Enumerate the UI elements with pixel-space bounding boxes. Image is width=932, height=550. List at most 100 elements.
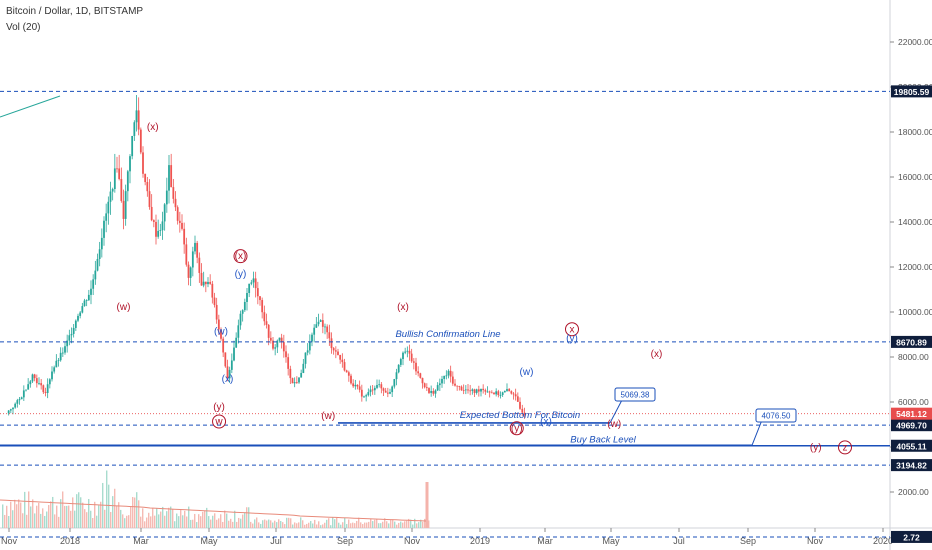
candle-body	[462, 390, 465, 392]
volume-bar	[64, 505, 66, 528]
volume-bar	[220, 514, 222, 528]
volume-bar	[30, 506, 32, 528]
volume-bar	[32, 499, 34, 528]
wave-label: (x)	[235, 251, 247, 262]
candle-body	[282, 342, 285, 352]
candle-body	[55, 360, 58, 368]
volume-bar	[306, 523, 308, 528]
price-callout-box	[614, 387, 656, 402]
volume-bar	[424, 518, 426, 528]
candle-body	[369, 389, 372, 393]
candle-body	[211, 283, 214, 298]
volume-bar	[8, 516, 10, 528]
candle-body	[44, 392, 47, 393]
price-level-tag	[891, 335, 932, 348]
candle-body	[170, 165, 173, 188]
symbol-title: Bitcoin / Dollar, 1D, BITSTAMP	[6, 6, 144, 17]
annotation-text: Expected Bottom For Bitcoin	[460, 410, 580, 421]
candle-body	[395, 372, 398, 380]
volume-bar	[116, 505, 118, 528]
wave-label: (w)	[520, 367, 534, 378]
candle-body	[408, 350, 411, 354]
volume-bar	[52, 496, 54, 528]
volume-bar	[78, 492, 80, 528]
candle-body	[467, 389, 469, 391]
volume-bar	[316, 524, 318, 528]
candle-body	[200, 272, 203, 286]
volume-bar	[174, 521, 176, 528]
candle-body	[306, 350, 309, 353]
volume-bar	[246, 507, 248, 528]
wave-label: (w)	[321, 411, 335, 422]
candle-body	[25, 389, 27, 391]
volume-bar	[202, 511, 204, 528]
volume-bar	[234, 510, 236, 528]
volume-bar	[190, 519, 192, 528]
candle-body	[155, 221, 157, 237]
candle-body	[269, 337, 272, 341]
candle-body	[425, 387, 428, 389]
volume-bar	[188, 506, 190, 528]
volume-bar	[222, 521, 224, 528]
candle-body	[285, 351, 287, 358]
volume-bar	[366, 522, 368, 528]
volume-bar	[82, 502, 84, 528]
candle-body	[103, 220, 105, 238]
candle-body	[79, 312, 82, 316]
candle-body	[98, 249, 101, 259]
volume-bar	[412, 524, 414, 528]
candle-body	[345, 370, 348, 373]
candle-body	[46, 384, 49, 393]
wave-label: (w)	[117, 302, 131, 313]
candle-body	[68, 335, 71, 341]
candle-body	[126, 171, 129, 192]
candle-body	[35, 378, 38, 384]
volume-bar	[314, 519, 316, 528]
volume-bar	[34, 513, 36, 528]
volume-bar	[270, 520, 272, 528]
candle-body	[356, 384, 359, 387]
volume-bar	[386, 521, 388, 528]
volume-bar	[360, 522, 362, 528]
candle-body	[142, 152, 144, 174]
wave-label: (x)	[147, 122, 159, 133]
candle-body	[460, 386, 463, 391]
candle-body	[352, 383, 355, 387]
volume-bar	[416, 523, 418, 528]
current-price-tag	[891, 407, 932, 420]
volume-bar	[244, 512, 246, 528]
volume-bar	[268, 519, 270, 528]
volume-bar	[388, 523, 390, 528]
volume-bar	[110, 511, 112, 528]
candle-body	[497, 391, 500, 395]
volume-bar	[418, 522, 420, 528]
price-tick-label: 2000.00	[898, 487, 929, 497]
volume-bar	[258, 522, 260, 528]
candle-body	[198, 257, 201, 273]
candle-body	[137, 110, 140, 130]
candle-body	[254, 278, 257, 289]
volume-bar	[84, 509, 86, 528]
volume-bar	[14, 499, 16, 528]
volume-bar	[196, 522, 198, 528]
volume-bar	[320, 525, 322, 528]
volume-bar	[46, 511, 48, 528]
volume-bar	[38, 502, 40, 528]
volume-bar	[112, 496, 114, 528]
wave-label: w	[214, 417, 223, 428]
candle-body	[482, 388, 485, 391]
candle-body	[107, 201, 110, 214]
volume-indicator-label[interactable]: Vol (20)	[6, 22, 41, 33]
volume-bar	[154, 515, 156, 528]
volume-bar	[128, 515, 130, 528]
candle-body	[438, 383, 441, 386]
volume-bar	[22, 513, 24, 528]
volume-bar	[332, 517, 334, 528]
candle-body	[319, 320, 322, 322]
candle-body	[9, 409, 12, 411]
candle-body	[493, 392, 495, 395]
volume-bar	[80, 497, 82, 528]
candle-body	[213, 297, 216, 305]
candle-body	[146, 182, 149, 192]
